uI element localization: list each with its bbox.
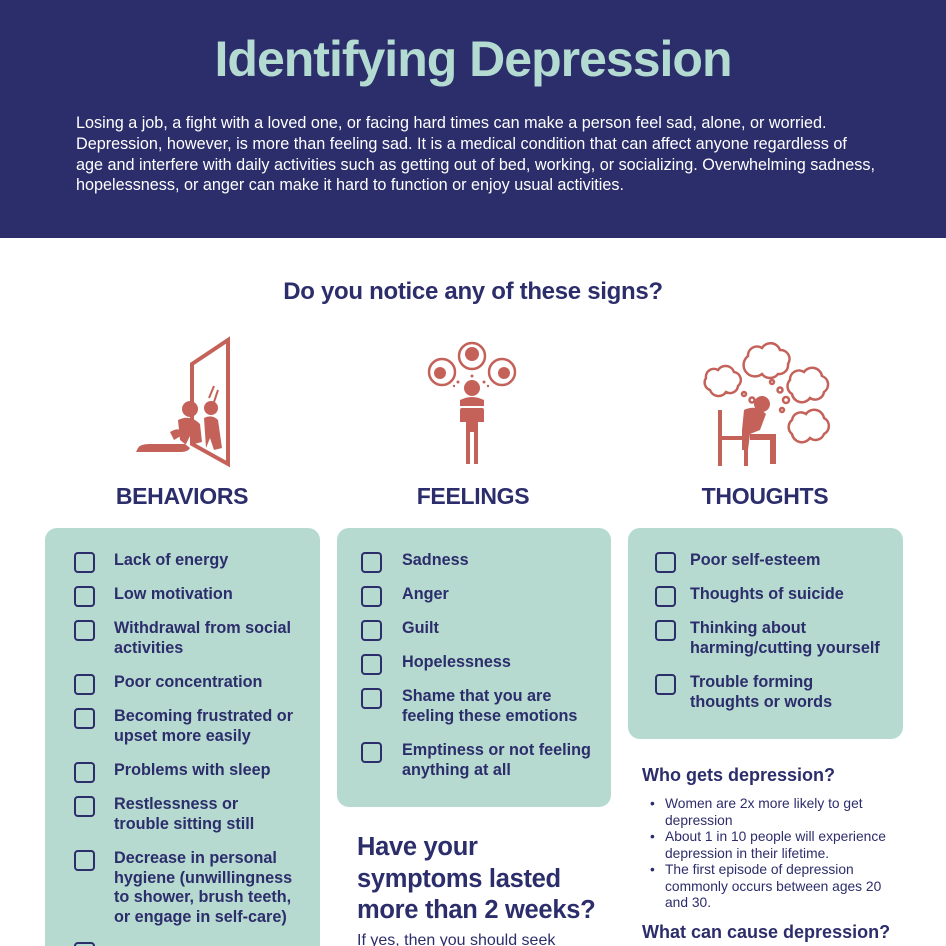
checkbox-restlessness[interactable] <box>74 796 95 817</box>
checkbox-emptiness[interactable] <box>361 742 382 763</box>
page-title: Identifying Depression <box>214 31 733 87</box>
feeling-item: Guilt <box>402 619 439 637</box>
behaviors-heading: BEHAVIORS <box>115 483 249 509</box>
checkbox-withdrawal[interactable] <box>74 620 95 641</box>
behavior-item: Restlessness or trouble sitting still <box>114 795 255 833</box>
cause-heading: What can cause depression? <box>642 922 891 942</box>
feelings-heading: FEELINGS <box>416 483 530 509</box>
checkbox-hygiene[interactable] <box>74 850 95 871</box>
feeling-item: Hopelessness <box>402 653 511 671</box>
symptoms-answer: If yes, then you should seek <box>357 932 556 946</box>
feeling-item: Sadness <box>402 551 469 569</box>
checkbox-shame[interactable] <box>361 688 382 709</box>
checkbox-lack-of-energy[interactable] <box>74 552 95 573</box>
thought-item: Poor self-esteem <box>690 551 821 569</box>
checkbox-guilt[interactable] <box>361 620 382 641</box>
who-heading: Who gets depression? <box>642 765 836 785</box>
behavior-item: Decrease in personal hygiene (unwillingn… <box>114 849 293 926</box>
feeling-item: Shame that you are feeling these emotion… <box>402 687 578 725</box>
behavior-item: Withdrawal from social activities <box>114 619 292 657</box>
behavior-item: Lack of energy <box>114 551 229 569</box>
behavior-item: Low motivation <box>114 585 233 603</box>
checkbox-sleep[interactable] <box>74 762 95 783</box>
behaviors-panel <box>45 528 320 946</box>
behavior-item: Poor concentration <box>114 673 263 691</box>
checkbox-low-motivation[interactable] <box>74 586 95 607</box>
checkbox-forming-thoughts[interactable] <box>655 674 676 695</box>
checkbox-self-esteem[interactable] <box>655 552 676 573</box>
intro-paragraph: Losing a job, a fight with a loved one, … <box>76 114 875 195</box>
header-banner: Identifying Depression Losing a job, a f… <box>0 0 946 238</box>
behavior-item: Problems with sleep <box>114 761 271 779</box>
thought-item: Thinking about harming/cutting yourself <box>690 619 880 657</box>
feelings-panel <box>337 528 611 807</box>
checkbox-partial[interactable] <box>74 942 95 946</box>
behavior-item: Becoming frustrated or upset more easily <box>114 707 293 745</box>
thoughts-heading: THOUGHTS <box>701 483 829 509</box>
checkbox-hopelessness[interactable] <box>361 654 382 675</box>
person-with-emotion-bubbles-icon <box>427 341 517 464</box>
who-list: Women are 2x more likely to get depressi… <box>648 796 908 912</box>
list-item: The first episode of depression commonly… <box>648 862 908 912</box>
feeling-item: Anger <box>402 585 449 603</box>
checkbox-suicide[interactable] <box>655 586 676 607</box>
list-item: Women are 2x more likely to get depressi… <box>648 796 908 829</box>
list-item: About 1 in 10 people will experience dep… <box>648 829 908 862</box>
person-sitting-by-mirror-icon <box>136 336 230 468</box>
person-thinking-clouds-icon <box>703 341 831 466</box>
symptoms-question: Have your symptoms lasted more than 2 we… <box>357 833 596 924</box>
checkbox-poor-concentration[interactable] <box>74 674 95 695</box>
checkbox-sadness[interactable] <box>361 552 382 573</box>
checkbox-frustrated[interactable] <box>74 708 95 729</box>
signs-question: Do you notice any of these signs? <box>283 278 663 305</box>
thought-item: Thoughts of suicide <box>690 585 844 603</box>
thoughts-panel <box>628 528 903 739</box>
thought-item: Trouble forming thoughts or words <box>690 673 833 711</box>
feeling-item: Emptiness or not feeling anything at all <box>402 741 591 779</box>
checkbox-anger[interactable] <box>361 586 382 607</box>
checkbox-self-harm[interactable] <box>655 620 676 641</box>
